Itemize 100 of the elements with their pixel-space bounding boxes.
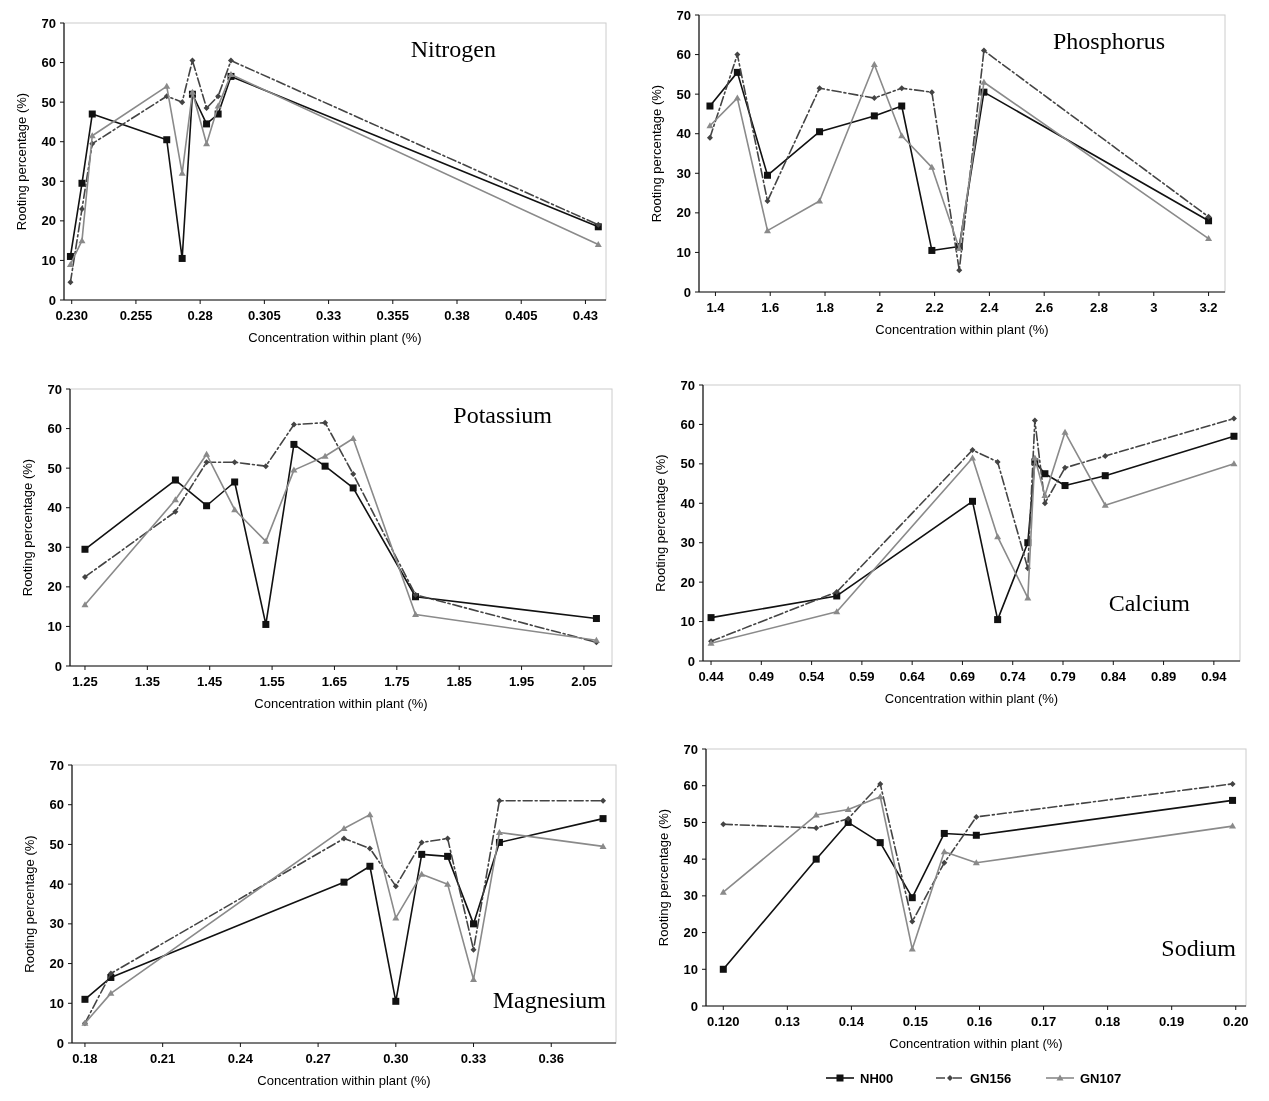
x-tick-label: 0.36 xyxy=(538,1051,564,1066)
y-tick-label: 60 xyxy=(680,416,695,432)
text: Sodium xyxy=(1161,935,1237,961)
x-tick-label: 0.24 xyxy=(227,1051,254,1066)
legend-label: NH00 xyxy=(860,1070,894,1086)
x-tick-label: 0.28 xyxy=(187,308,213,323)
y-tick-label: 30 xyxy=(683,888,698,904)
x-tick-label: 0.20 xyxy=(1223,1014,1249,1029)
legend-label: GN156 xyxy=(970,1070,1012,1086)
y-tick-label: 70 xyxy=(49,757,64,773)
x-tick-label: 1.25 xyxy=(72,674,98,689)
x-tick-label: 0.120 xyxy=(707,1014,740,1029)
x-tick-label: 0.405 xyxy=(504,308,538,323)
y-tick-label: 40 xyxy=(683,851,698,867)
y-axis-title: Rooting percentage (%) xyxy=(20,458,35,597)
x-axis-title: Concentration within plant (%) xyxy=(875,322,1049,337)
x-tick-label: 1.85 xyxy=(446,674,472,689)
y-tick-label: 0 xyxy=(690,998,698,1014)
x-tick-label: 0.33 xyxy=(315,308,342,323)
y-tick-label: 20 xyxy=(680,574,695,590)
y-tick-label: 40 xyxy=(41,134,56,150)
y-tick-label: 30 xyxy=(676,165,691,181)
y-tick-label: 40 xyxy=(47,500,62,516)
y-tick-label: 30 xyxy=(49,916,64,932)
y-tick-label: 40 xyxy=(676,126,691,142)
x-tick-label: 0.64 xyxy=(899,669,926,684)
text: Potassium xyxy=(453,402,553,428)
x-tick-label: 0.15 xyxy=(902,1014,929,1029)
x-tick-label: 2.6 xyxy=(1035,300,1054,315)
y-axis-title: Rooting percentage (%) xyxy=(656,808,671,947)
y-tick-label: 20 xyxy=(683,925,698,941)
x-tick-label: 0.27 xyxy=(305,1051,331,1066)
text: Phosphorus xyxy=(1052,28,1165,54)
x-tick-label: 0.18 xyxy=(1094,1014,1121,1029)
y-tick-label: 10 xyxy=(49,995,64,1011)
y-tick-label: 70 xyxy=(47,381,62,397)
y-tick-label: 50 xyxy=(41,94,56,110)
x-tick-label: 1.4 xyxy=(706,300,726,315)
x-tick-label: 0.38 xyxy=(444,308,470,323)
y-tick-label: 10 xyxy=(47,618,62,634)
x-tick-label: 0.30 xyxy=(383,1051,409,1066)
x-tick-label: 3.2 xyxy=(1199,300,1218,315)
x-tick-label: 0.84 xyxy=(1100,669,1127,684)
y-tick-label: 70 xyxy=(683,741,698,757)
text: Nitrogen xyxy=(410,36,496,62)
y-tick-label: 20 xyxy=(49,956,64,972)
x-tick-label: 0.94 xyxy=(1201,669,1228,684)
y-tick-label: 50 xyxy=(47,460,62,476)
x-tick-label: 1.65 xyxy=(321,674,348,689)
x-tick-label: 1.35 xyxy=(134,674,160,689)
x-tick-label: 0.14 xyxy=(838,1014,865,1029)
y-tick-label: 0 xyxy=(56,1035,64,1051)
x-tick-label: 0.18 xyxy=(72,1051,98,1066)
y-tick-label: 70 xyxy=(41,15,56,31)
y-tick-label: 20 xyxy=(47,579,62,595)
x-axis-title: Concentration within plant (%) xyxy=(248,330,422,345)
x-tick-label: 0.230 xyxy=(55,308,88,323)
x-tick-label: 1.95 xyxy=(508,674,535,689)
x-tick-label: 2 xyxy=(876,300,884,315)
x-axis-title: Concentration within plant (%) xyxy=(257,1073,431,1088)
y-tick-label: 50 xyxy=(676,86,691,102)
y-tick-label: 70 xyxy=(680,377,695,393)
x-tick-label: 1.75 xyxy=(384,674,410,689)
y-tick-label: 40 xyxy=(49,876,64,892)
y-tick-label: 20 xyxy=(41,213,56,229)
y-axis-title: Rooting percentage (%) xyxy=(22,835,37,973)
x-tick-label: 3 xyxy=(1150,300,1158,315)
x-tick-label: 0.255 xyxy=(119,308,153,323)
y-tick-label: 10 xyxy=(41,252,56,268)
x-tick-label: 0.17 xyxy=(1030,1014,1057,1029)
x-axis-title: Concentration within plant (%) xyxy=(254,696,428,711)
y-axis-title: Rooting percentage (%) xyxy=(649,84,664,223)
y-axis-title: Rooting percentage (%) xyxy=(653,454,668,592)
x-tick-label: 0.305 xyxy=(248,308,281,323)
text: Magnesium xyxy=(492,987,607,1013)
y-tick-label: 60 xyxy=(49,797,64,813)
x-tick-label: 0.89 xyxy=(1150,669,1177,684)
legend-label: GN107 xyxy=(1080,1070,1122,1086)
y-tick-label: 0 xyxy=(683,284,691,300)
x-tick-label: 0.21 xyxy=(150,1051,176,1066)
y-tick-label: 10 xyxy=(683,961,698,977)
y-tick-label: 60 xyxy=(676,47,691,63)
y-tick-label: 40 xyxy=(680,495,695,511)
x-tick-label: 0.49 xyxy=(748,669,774,684)
x-tick-label: 2.8 xyxy=(1089,300,1109,315)
x-tick-label: 1.8 xyxy=(815,300,835,315)
y-tick-label: 60 xyxy=(683,778,698,794)
y-tick-label: 0 xyxy=(54,658,62,674)
y-tick-label: 10 xyxy=(676,244,691,260)
y-tick-label: 60 xyxy=(41,55,56,71)
x-axis-title: Concentration within plant (%) xyxy=(884,691,1059,706)
y-tick-label: 70 xyxy=(676,7,691,23)
x-tick-label: 0.19 xyxy=(1159,1014,1185,1029)
x-tick-label: 0.355 xyxy=(376,308,410,323)
x-tick-label: 1.6 xyxy=(761,300,780,315)
y-tick-label: 30 xyxy=(47,539,62,555)
x-tick-label: 0.74 xyxy=(1000,669,1027,684)
x-tick-label: 0.43 xyxy=(572,308,599,323)
x-tick-label: 0.13 xyxy=(774,1014,801,1029)
y-tick-label: 30 xyxy=(680,535,695,551)
